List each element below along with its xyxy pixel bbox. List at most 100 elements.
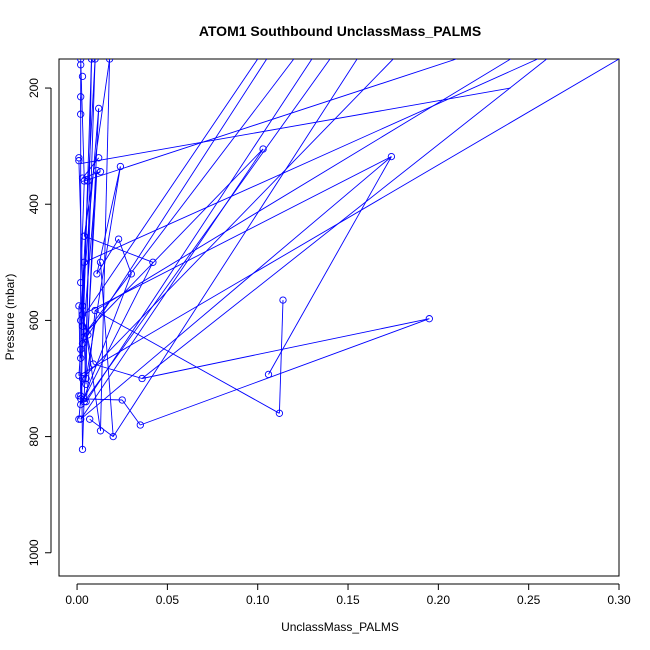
x-tick-label: 0.30 [607,593,631,607]
data-point [82,328,90,336]
series-line-segment [82,59,96,450]
x-tick-label: 0.05 [156,593,180,607]
data-point [425,315,433,323]
data-point [78,310,87,319]
x-axis-label: UnclassMass_PALMS [281,620,399,634]
data-point [77,59,85,63]
series-line-segment [80,180,85,283]
series-line-segment [84,59,538,263]
x-tick-label: 0.20 [427,593,451,607]
series-line-segment [100,59,111,431]
data-point [127,270,135,278]
y-tick-label: 400 [27,194,41,214]
series-line-segment [82,59,268,344]
x-axis: 0.00 0.05 0.10 0.15 0.20 0.25 0.30 [65,583,631,607]
y-axis: 200 400 600 800 1000 [27,78,52,566]
series-line-segment [140,318,430,426]
data-point [105,59,114,63]
series-line-segment [82,156,392,316]
data-point [95,154,103,162]
series-line-segment [80,180,89,405]
data-point [91,59,99,63]
series-line-segment [82,262,154,402]
series-line-segment [78,59,619,376]
series-line-segment [96,166,121,274]
data-point [275,409,284,417]
series-line-segment [85,59,295,333]
x-tick-label: 0.00 [65,593,89,607]
x-tick-label: 0.10 [246,593,270,607]
y-tick-label: 200 [27,78,41,98]
data-point [77,93,85,101]
data-point [114,235,123,243]
series-line-segment [83,59,331,402]
data-point [259,145,267,153]
data-point [77,110,85,118]
data-point [78,374,87,383]
series-line-segment [84,235,154,263]
x-tick-label: 0.15 [336,593,360,607]
data-point [75,392,83,400]
data-point [264,370,273,379]
plot-frame [58,58,620,577]
data-point [96,168,105,176]
data-point [96,258,105,266]
data-point [95,104,103,113]
series-line-segment [85,331,101,431]
series-line-segment [82,59,394,379]
series-line-segment [85,148,264,333]
series-line-segment [268,156,392,375]
data-point [136,421,144,429]
data-point [75,302,83,310]
series-line-segment [80,156,392,420]
data-point [116,162,125,171]
data-point [78,302,87,310]
data-point [77,400,85,409]
y-tick-label: 1000 [27,539,41,566]
data-point [80,232,88,240]
data-point [149,258,157,266]
data-point [78,445,87,454]
data-point [89,360,97,368]
y-tick-label: 600 [27,310,41,330]
data-point [279,296,287,304]
series-line-segment [141,59,547,379]
data-point [77,278,85,287]
data-point [75,154,83,162]
data-point [387,152,396,161]
series-line-segment [94,59,511,311]
series-line-segment [112,59,358,437]
y-axis-label: Pressure (mbar) [3,274,17,361]
series-line-segment [121,399,141,426]
data-point [77,392,85,400]
data-point [78,72,87,81]
series-line-segment [142,318,430,379]
series-line-segment [278,300,284,414]
data-point [91,306,99,315]
series-line-segment [118,238,132,275]
series-line-segment [94,310,280,414]
data-point [82,380,90,388]
data-point [87,59,96,63]
series-line-segment [100,262,114,437]
x-tick-label: 0.25 [517,593,541,607]
data-point [138,374,146,383]
y-tick-label: 800 [27,426,41,446]
series-line-segment [82,273,132,402]
data-point [86,415,94,423]
chart-title: ATOM1 Southbound UnclassMass_PALMS [199,23,481,39]
data-point [77,415,85,423]
series-line-segment [80,87,511,165]
data-point [75,415,83,423]
data-point [96,427,105,435]
data-point [75,157,83,165]
series-line-segment [85,59,92,379]
series-line-segment [80,59,259,321]
series-line-segment [78,349,82,376]
data-point [80,333,88,341]
series-line-segment [93,363,143,379]
data-point [109,432,117,441]
series-line-segment [83,59,111,237]
data-point [80,258,88,266]
